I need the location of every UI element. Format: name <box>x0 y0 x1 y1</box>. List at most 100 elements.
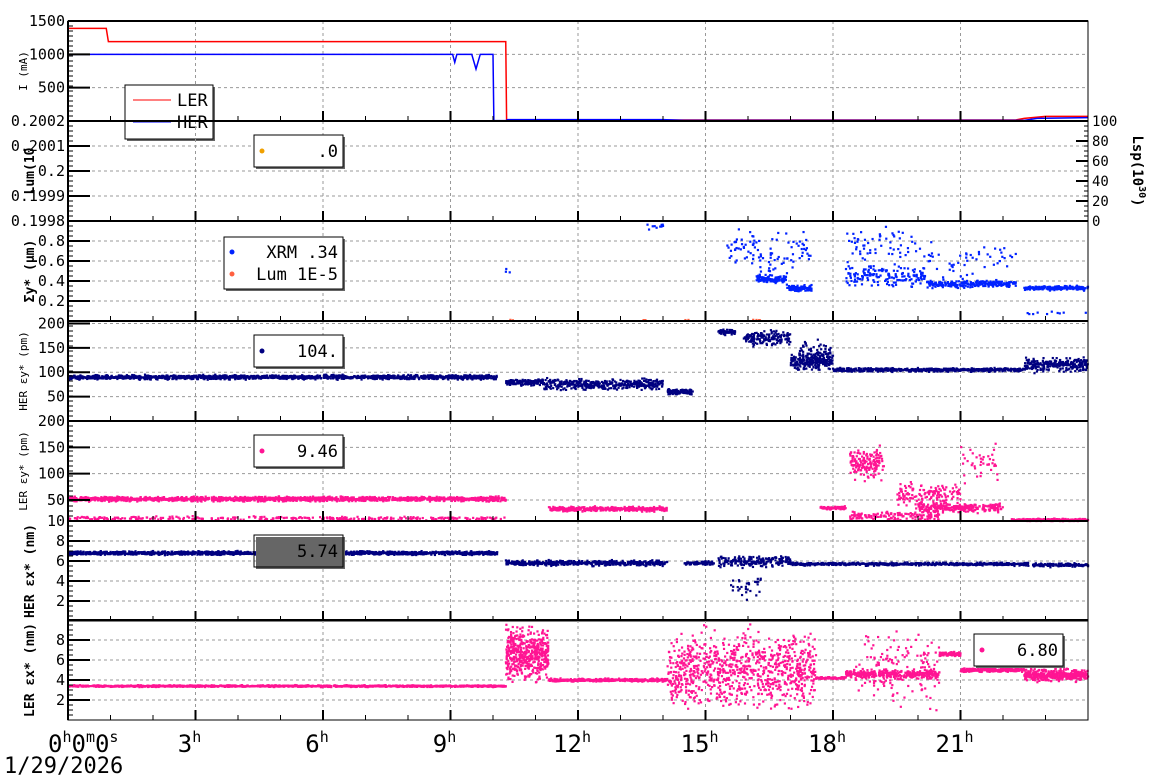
data-point <box>445 375 448 378</box>
data-point <box>975 281 978 285</box>
data-point <box>1002 282 1006 285</box>
data-point <box>975 258 978 261</box>
right-axis-label: Lsp(1030) <box>1129 135 1147 206</box>
data-point <box>899 255 902 259</box>
data-point <box>647 384 650 387</box>
data-point <box>285 377 288 381</box>
data-point <box>992 369 995 372</box>
data-point <box>866 274 869 277</box>
data-point <box>1041 288 1044 291</box>
data-point <box>469 373 472 376</box>
data-point <box>516 381 519 384</box>
data-point <box>370 376 373 379</box>
data-point <box>94 373 97 377</box>
data-point <box>1041 286 1044 290</box>
data-point <box>806 287 809 290</box>
data-point <box>812 346 815 349</box>
data-point <box>728 329 731 333</box>
data-point <box>524 379 527 382</box>
data-point <box>336 378 339 381</box>
data-point <box>847 368 850 371</box>
data-point <box>621 382 624 385</box>
data-point <box>1058 287 1061 291</box>
data-point <box>495 374 498 377</box>
data-point <box>344 376 348 379</box>
data-point <box>138 378 141 381</box>
data-point <box>1007 369 1011 372</box>
data-point <box>374 374 377 378</box>
data-point <box>762 340 765 343</box>
data-point <box>754 341 757 344</box>
data-point <box>453 377 456 380</box>
data-point <box>854 284 857 287</box>
data-point <box>734 261 737 264</box>
data-point <box>1076 359 1080 362</box>
data-point <box>879 269 882 272</box>
data-point <box>453 375 456 378</box>
data-point <box>752 242 755 245</box>
data-point <box>798 359 801 362</box>
data-point <box>909 370 913 373</box>
data-point <box>797 368 801 371</box>
data-point <box>473 375 477 378</box>
data-point <box>911 240 914 243</box>
data-point <box>386 375 389 378</box>
data-point <box>1053 287 1056 290</box>
data-point <box>91 375 94 378</box>
data-point <box>800 287 803 291</box>
data-point <box>755 279 758 282</box>
data-point <box>1075 358 1078 362</box>
data-point <box>420 376 424 380</box>
data-point <box>752 333 755 336</box>
data-point <box>847 265 850 268</box>
data-point <box>966 259 969 262</box>
data-point <box>577 380 580 384</box>
data-point <box>106 375 109 378</box>
data-point <box>918 247 922 250</box>
data-point <box>917 278 921 282</box>
superscript: 30 <box>1136 186 1147 198</box>
data-point <box>815 358 819 361</box>
data-point <box>871 237 874 241</box>
data-point <box>899 251 902 254</box>
data-point <box>751 235 754 238</box>
data-point <box>647 379 650 382</box>
data-point <box>787 337 790 340</box>
data-point <box>815 366 818 370</box>
data-point <box>792 358 795 361</box>
data-point <box>544 385 547 389</box>
data-point <box>858 277 862 281</box>
data-point <box>648 386 651 389</box>
data-point <box>929 254 932 258</box>
data-point <box>566 385 569 388</box>
data-point <box>928 284 931 287</box>
data-point <box>619 382 622 386</box>
data-point <box>930 252 934 255</box>
data-point <box>878 235 882 238</box>
data-point <box>167 376 170 379</box>
data-point <box>1079 361 1082 364</box>
data-point <box>807 254 810 257</box>
data-point <box>867 270 870 273</box>
data-point <box>1024 286 1028 289</box>
data-point <box>96 374 99 377</box>
data-point <box>667 390 670 394</box>
data-point <box>949 367 952 370</box>
data-point <box>807 258 811 261</box>
data-point <box>248 376 252 379</box>
data-point <box>613 380 616 383</box>
data-point <box>789 286 792 289</box>
data-point <box>308 374 311 378</box>
data-point <box>903 267 906 270</box>
data-point <box>802 367 805 371</box>
data-point <box>887 252 890 255</box>
data-point <box>872 272 875 276</box>
data-point <box>819 361 822 364</box>
data-point <box>353 375 356 378</box>
data-point <box>788 288 791 291</box>
data-point <box>1034 366 1037 369</box>
data-point <box>768 267 771 270</box>
data-point <box>237 375 240 378</box>
data-point <box>206 378 209 381</box>
data-point <box>969 286 972 289</box>
